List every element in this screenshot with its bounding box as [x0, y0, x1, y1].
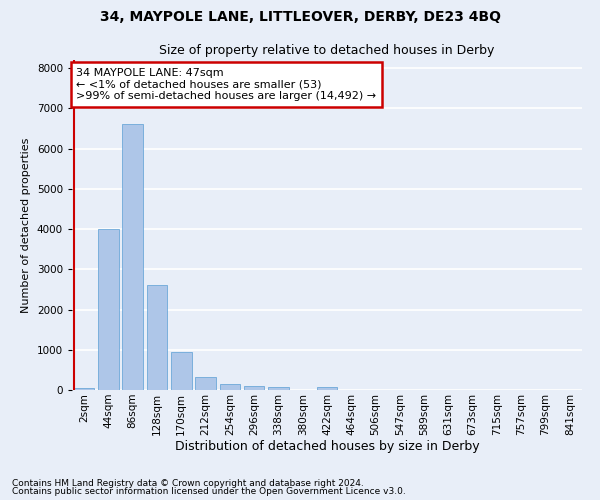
Bar [220, 384, 240, 390]
Bar [268, 387, 289, 390]
Bar [244, 386, 265, 390]
Text: 34 MAYPOLE LANE: 47sqm
← <1% of detached houses are smaller (53)
>99% of semi-de: 34 MAYPOLE LANE: 47sqm ← <1% of detached… [76, 68, 376, 101]
Y-axis label: Number of detached properties: Number of detached properties [21, 138, 31, 312]
Text: Contains HM Land Registry data © Crown copyright and database right 2024.: Contains HM Land Registry data © Crown c… [12, 478, 364, 488]
Text: Contains public sector information licensed under the Open Government Licence v3: Contains public sector information licen… [12, 487, 406, 496]
Title: Size of property relative to detached houses in Derby: Size of property relative to detached ho… [160, 44, 494, 58]
Bar [122, 124, 143, 390]
Bar [317, 387, 337, 390]
X-axis label: Distribution of detached houses by size in Derby: Distribution of detached houses by size … [175, 440, 479, 454]
Bar [171, 352, 191, 390]
Bar [98, 229, 119, 390]
Bar [74, 388, 94, 390]
Bar [195, 377, 216, 390]
Text: 34, MAYPOLE LANE, LITTLEOVER, DERBY, DE23 4BQ: 34, MAYPOLE LANE, LITTLEOVER, DERBY, DE2… [100, 10, 500, 24]
Bar [146, 284, 167, 390]
